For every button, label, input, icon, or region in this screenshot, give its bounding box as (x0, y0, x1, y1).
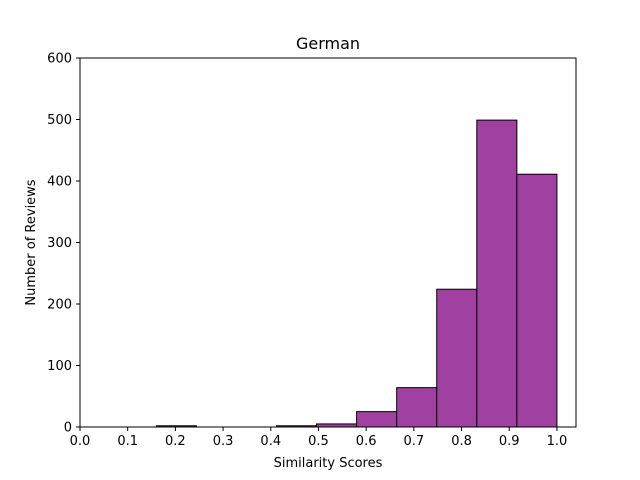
y-axis-label: Number of Reviews (24, 179, 39, 305)
x-tick-label: 0.6 (356, 434, 377, 449)
x-tick-label: 0.4 (260, 434, 281, 449)
y-tick-label: 600 (47, 52, 72, 67)
histogram-bar-7 (436, 288, 478, 428)
x-tick-label: 0.9 (499, 434, 520, 449)
histogram-bar-5 (356, 411, 398, 428)
chart-title: German (296, 34, 360, 53)
histogram-bar-6 (396, 387, 438, 428)
x-tick-label: 0.8 (451, 434, 472, 449)
y-tick-label: 200 (47, 298, 72, 313)
y-tick-label: 0 (64, 421, 72, 436)
x-axis-ticks: 0.0 0.1 0.2 0.3 0.4 0.5 0.6 0.7 0.8 0.9 1.0 (70, 427, 568, 449)
x-tick-label: 0.1 (117, 434, 138, 449)
x-tick-label: 1.0 (547, 434, 568, 449)
y-axis-ticks: 0 100 200 300 400 500 600 (47, 52, 80, 436)
x-tick-label: 0.2 (165, 434, 186, 449)
y-tick-label: 300 (47, 236, 72, 251)
histogram-bar-9 (516, 173, 558, 428)
x-tick-label: 0.5 (308, 434, 329, 449)
x-tick-label: 0.0 (70, 434, 91, 449)
y-tick-label: 500 (47, 113, 72, 128)
x-axis-label: Similarity Scores (274, 456, 383, 471)
x-tick-label: 0.3 (213, 434, 234, 449)
bars-group (155, 119, 558, 428)
y-tick-label: 400 (47, 175, 72, 190)
y-tick-label: 100 (47, 359, 72, 374)
x-tick-label: 0.7 (404, 434, 425, 449)
histogram-bar-8 (476, 119, 518, 428)
